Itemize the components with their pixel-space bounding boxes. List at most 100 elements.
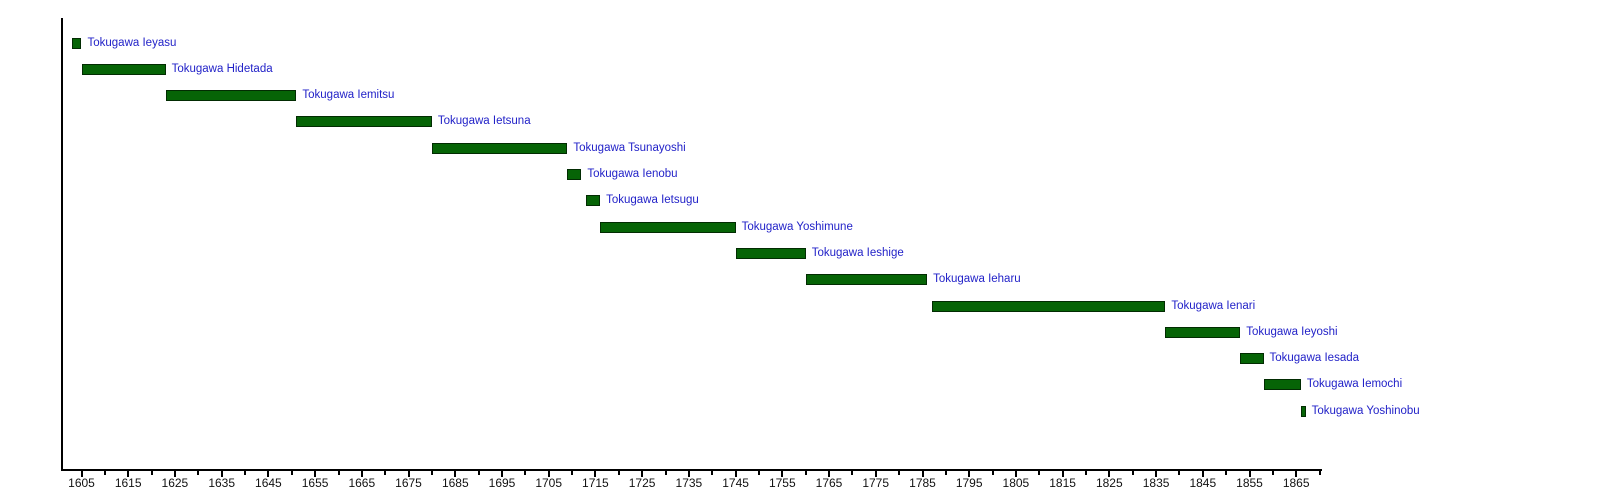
reign-label: Tokugawa Ienari bbox=[1171, 299, 1256, 312]
x-axis-minor-tick bbox=[1085, 471, 1087, 475]
x-axis-major-tick bbox=[1108, 471, 1111, 477]
x-axis-major-tick bbox=[1295, 471, 1298, 477]
reign-bar bbox=[72, 37, 82, 49]
x-axis-minor-tick bbox=[337, 471, 340, 475]
x-axis-tick-label: 1665 bbox=[348, 476, 376, 490]
x-axis-tick-label: 1625 bbox=[161, 476, 189, 490]
x-axis-minor-tick bbox=[1318, 471, 1321, 475]
reign-bar bbox=[805, 274, 928, 286]
x-axis-minor-tick bbox=[571, 471, 574, 475]
reign-bar bbox=[1165, 326, 1241, 338]
y-axis-line bbox=[61, 18, 63, 471]
x-axis-tick-label: 1755 bbox=[768, 476, 796, 490]
reign-label: Tokugawa Tsunayoshi bbox=[573, 141, 686, 154]
x-axis-tick-label: 1655 bbox=[301, 476, 329, 490]
x-axis-minor-tick bbox=[1225, 471, 1228, 475]
reign-label: Tokugawa Ieyasu bbox=[87, 36, 177, 49]
x-axis-minor-tick bbox=[851, 471, 854, 475]
reign-label: Tokugawa Yoshimune bbox=[741, 220, 853, 233]
reign-bar bbox=[296, 116, 432, 128]
x-axis-line bbox=[61, 469, 1322, 471]
reign-bar bbox=[567, 169, 582, 180]
x-axis-minor-tick bbox=[1178, 471, 1181, 475]
x-axis-tick-label: 1835 bbox=[1142, 476, 1170, 490]
x-axis-minor-tick bbox=[103, 471, 106, 475]
x-axis-minor-tick bbox=[664, 471, 667, 475]
reign-label: Tokugawa Iesada bbox=[1269, 352, 1360, 365]
x-axis-minor-tick bbox=[944, 471, 947, 475]
x-axis-major-tick bbox=[173, 471, 176, 477]
reign-bar bbox=[431, 142, 568, 154]
x-axis-tick-label: 1845 bbox=[1189, 476, 1217, 490]
x-axis-major-tick bbox=[314, 471, 317, 477]
x-axis-major-tick bbox=[127, 471, 130, 477]
x-axis-tick-label: 1695 bbox=[488, 476, 516, 490]
x-axis-minor-tick bbox=[898, 471, 901, 475]
x-axis-major-tick bbox=[1155, 471, 1158, 477]
x-axis-major-tick bbox=[734, 471, 737, 477]
reign-label: Tokugawa Ieshige bbox=[811, 246, 904, 259]
x-axis-tick-label: 1795 bbox=[955, 476, 983, 490]
x-axis-minor-tick bbox=[991, 471, 994, 475]
reign-bar bbox=[1263, 379, 1301, 391]
x-axis-tick-label: 1765 bbox=[815, 476, 843, 490]
x-axis-major-tick bbox=[454, 471, 457, 477]
x-axis-tick-label: 1825 bbox=[1095, 476, 1123, 490]
x-axis-minor-tick bbox=[197, 471, 200, 475]
x-axis-tick-label: 1815 bbox=[1049, 476, 1076, 490]
x-axis-major-tick bbox=[874, 471, 877, 477]
x-axis-tick-label: 1775 bbox=[862, 476, 890, 490]
x-axis-tick-label: 1855 bbox=[1236, 476, 1263, 490]
x-axis-minor-tick bbox=[244, 471, 246, 475]
x-axis-major-tick bbox=[407, 471, 410, 477]
reign-label: Tokugawa Yoshinobu bbox=[1311, 404, 1420, 417]
x-axis-minor-tick bbox=[1271, 471, 1274, 475]
x-axis-minor-tick bbox=[757, 471, 760, 475]
x-axis-major-tick bbox=[547, 471, 550, 477]
x-axis-tick-label: 1675 bbox=[395, 476, 422, 490]
x-axis-minor-tick bbox=[430, 471, 433, 475]
x-axis-minor-tick bbox=[477, 471, 480, 475]
reign-label: Tokugawa Ieharu bbox=[933, 273, 1021, 286]
reign-bar bbox=[81, 63, 166, 75]
x-axis-major-tick bbox=[828, 471, 830, 477]
reign-bar bbox=[165, 90, 297, 102]
x-axis-tick-label: 1735 bbox=[675, 476, 703, 490]
x-axis-minor-tick bbox=[711, 471, 714, 475]
reign-label: Tokugawa Ieyoshi bbox=[1246, 325, 1338, 338]
x-axis-tick-label: 1645 bbox=[255, 476, 282, 490]
x-axis-major-tick bbox=[594, 471, 597, 477]
x-axis-minor-tick bbox=[804, 471, 807, 475]
x-axis-tick-label: 1605 bbox=[68, 476, 95, 490]
x-axis-tick-label: 1635 bbox=[208, 476, 236, 490]
x-axis-major-tick bbox=[1014, 471, 1017, 477]
x-axis-minor-tick bbox=[1038, 471, 1041, 475]
reign-bar bbox=[1300, 405, 1306, 417]
x-axis-major-tick bbox=[360, 471, 363, 477]
x-axis-minor-tick bbox=[1131, 471, 1134, 475]
x-axis-tick-label: 1725 bbox=[628, 476, 656, 490]
x-axis-minor-tick bbox=[150, 471, 153, 475]
reign-bar bbox=[600, 221, 736, 233]
reign-label: Tokugawa Ietsuna bbox=[437, 115, 531, 128]
x-axis-major-tick bbox=[1248, 471, 1251, 477]
reign-label: Tokugawa Ienobu bbox=[587, 168, 678, 180]
x-axis-minor-tick bbox=[524, 471, 527, 475]
x-axis-major-tick bbox=[267, 471, 270, 477]
x-axis-tick-label: 1865 bbox=[1282, 476, 1310, 490]
reign-label: Tokugawa Iemitsu bbox=[302, 89, 395, 102]
reign-bar bbox=[931, 300, 1166, 312]
x-axis-major-tick bbox=[1201, 471, 1204, 477]
reign-label: Tokugawa Ietsugu bbox=[606, 194, 699, 207]
reign-bar bbox=[735, 247, 806, 259]
reign-label: Tokugawa Hidetada bbox=[171, 62, 273, 75]
x-axis-major-tick bbox=[501, 471, 503, 477]
reign-bar bbox=[1240, 353, 1264, 365]
x-axis-tick-label: 1685 bbox=[441, 476, 469, 490]
x-axis-tick-label: 1745 bbox=[722, 476, 749, 490]
x-axis-major-tick bbox=[1061, 471, 1064, 477]
x-axis-tick-label: 1785 bbox=[909, 476, 936, 490]
x-axis-major-tick bbox=[641, 471, 644, 477]
x-axis-tick-label: 1805 bbox=[1002, 476, 1030, 490]
